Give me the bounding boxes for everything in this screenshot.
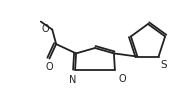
Text: O: O bbox=[46, 62, 53, 72]
Text: O: O bbox=[42, 24, 49, 34]
Text: O: O bbox=[119, 74, 127, 84]
Text: S: S bbox=[160, 60, 167, 70]
Text: N: N bbox=[69, 75, 77, 85]
